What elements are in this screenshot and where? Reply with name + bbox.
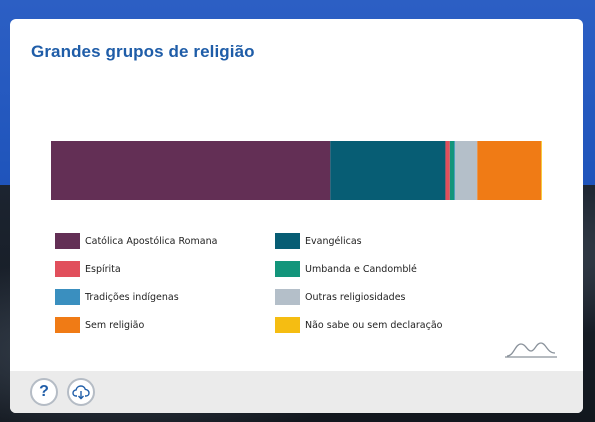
card-footer: ? [10,371,583,413]
stacked-bar-chart [51,141,542,200]
bar-segment [449,141,455,200]
chart-card: Grandes grupos de religião Católica Apos… [10,19,583,413]
question-mark-icon: ? [39,383,49,400]
download-button[interactable] [67,378,95,406]
bar-segment [445,141,450,200]
bar-segment [541,141,542,200]
bar-segment [454,141,456,200]
help-button[interactable]: ? [30,378,58,406]
bar-segment [455,141,478,200]
bar-segment [330,141,446,200]
bar-segment [477,141,541,200]
chart-title: Grandes grupos de religião [31,42,255,61]
cloud-download-icon [72,385,90,400]
bar-segment [51,141,331,200]
chart-logo-icon [505,342,557,358]
